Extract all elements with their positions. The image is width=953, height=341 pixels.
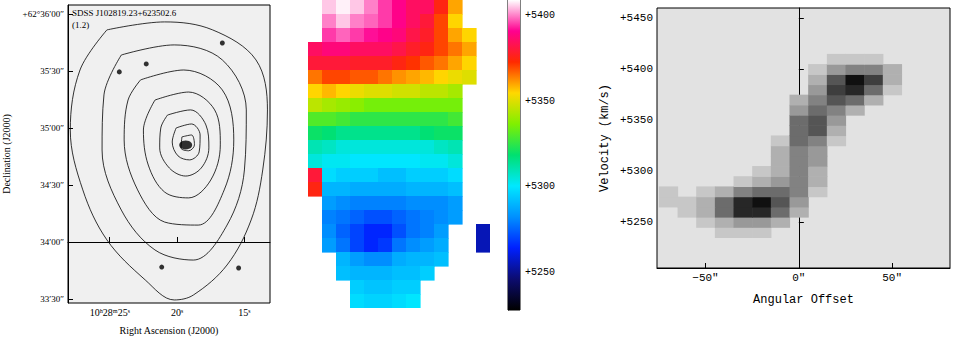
svg-text:Velocity (km/s): Velocity (km/s) xyxy=(598,84,612,192)
svg-text:20ˢ: 20ˢ xyxy=(171,307,183,318)
svg-text:10ʰ28ᵐ25ˢ: 10ʰ28ᵐ25ˢ xyxy=(90,307,130,318)
svg-text:33′30″: 33′30″ xyxy=(40,294,64,304)
svg-text:15ˢ: 15ˢ xyxy=(238,307,250,318)
svg-text:+5300: +5300 xyxy=(620,165,653,177)
svg-text:+5350: +5350 xyxy=(620,114,653,126)
svg-text:(1.2): (1.2) xyxy=(72,20,89,30)
svg-text:+5250: +5250 xyxy=(525,267,555,278)
svg-text:SDSS J102819.23+623502.6: SDSS J102819.23+623502.6 xyxy=(72,8,177,18)
svg-text:0″: 0″ xyxy=(792,272,805,284)
svg-text:+5350: +5350 xyxy=(525,96,555,107)
svg-text:34′00″: 34′00″ xyxy=(40,237,64,247)
svg-text:34′30″: 34′30″ xyxy=(40,180,64,190)
svg-text:Declination (J2000): Declination (J2000) xyxy=(1,114,13,194)
svg-text:50″: 50″ xyxy=(882,272,902,284)
svg-text:+62°36′00″: +62°36′00″ xyxy=(23,9,65,19)
svg-text:+5450: +5450 xyxy=(620,12,653,24)
svg-text:−50″: −50″ xyxy=(692,272,718,284)
svg-text:35′30″: 35′30″ xyxy=(40,66,64,76)
svg-text:+5400: +5400 xyxy=(525,10,555,21)
svg-text:+5250: +5250 xyxy=(620,216,653,228)
svg-text:+5400: +5400 xyxy=(620,63,653,75)
svg-text:+5300: +5300 xyxy=(525,181,555,192)
svg-text:Angular Offset: Angular Offset xyxy=(753,293,854,307)
svg-text:35′00″: 35′00″ xyxy=(40,123,64,133)
svg-text:Right Ascension (J2000): Right Ascension (J2000) xyxy=(120,325,219,337)
